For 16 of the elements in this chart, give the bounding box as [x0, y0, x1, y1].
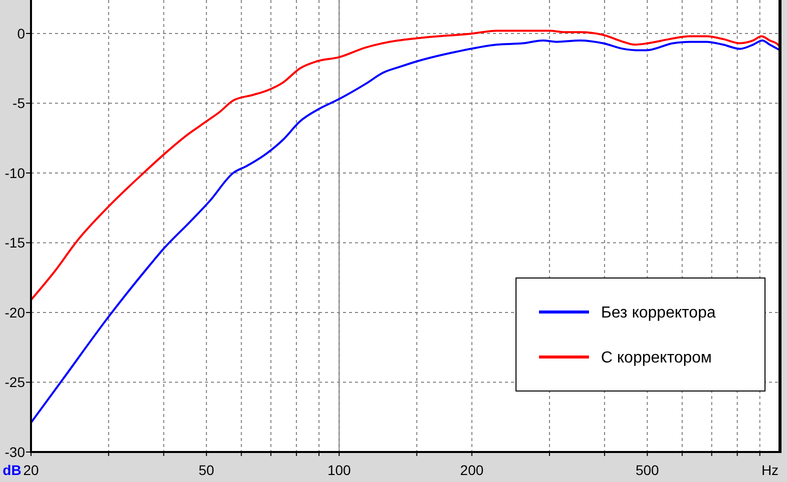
- y-tick-label: -25: [4, 374, 26, 390]
- y-tick-label: -20: [4, 304, 26, 320]
- x-tick-label: 50: [198, 462, 214, 478]
- x-tick-label: 20: [23, 462, 39, 478]
- x-tick-label: 100: [327, 462, 352, 478]
- y-tick-label: -30: [4, 444, 26, 460]
- y-tick-label: -5: [12, 95, 26, 112]
- x-tick-label: 200: [460, 462, 484, 478]
- x-axis-title: Hz: [761, 462, 779, 478]
- y-axis-title: dB: [2, 462, 22, 478]
- legend-label: С корректором: [601, 350, 712, 367]
- y-tick-label: -10: [4, 164, 26, 181]
- x-tick-label: 500: [636, 462, 660, 478]
- y-tick-label: -15: [4, 234, 26, 251]
- y-tick-label: 0: [17, 25, 26, 42]
- legend-label: Без корректора: [601, 304, 716, 322]
